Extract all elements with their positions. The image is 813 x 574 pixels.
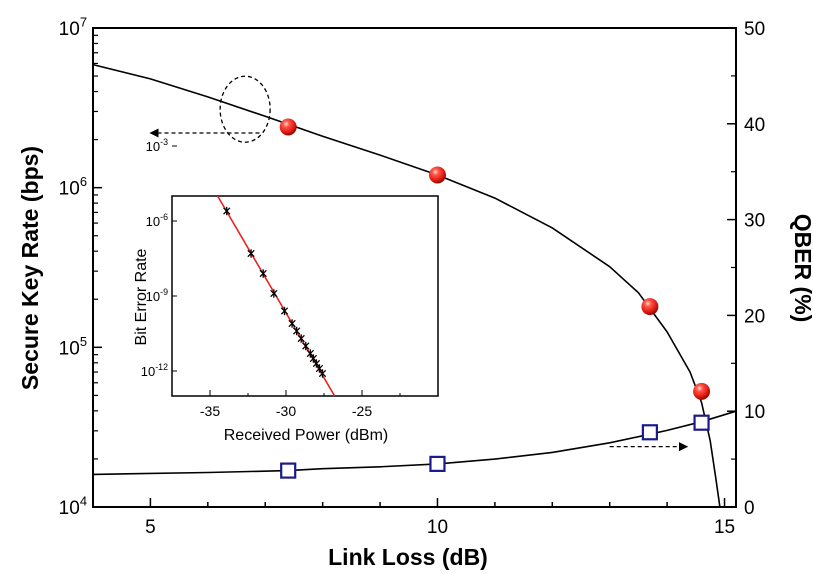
inset-axis-tick-labels: -35 -30 -25 10-3 10-6 10-9 10-12 (141, 137, 373, 419)
qber-point (280, 462, 297, 479)
right-tick-label: 10 (744, 402, 765, 423)
inset-point (247, 249, 255, 258)
right-axis-title: QBER (%) (790, 214, 813, 323)
inset-point (302, 341, 310, 351)
inset-point (318, 369, 327, 378)
x-tick-label: 10 (427, 517, 448, 538)
annotations (149, 75, 689, 452)
inset-axis-ticks (171, 145, 439, 396)
inset-y-tick-label: 10-6 (146, 212, 168, 229)
right-tick-label: 40 (744, 115, 765, 136)
inset-data-points (223, 206, 327, 378)
inset-y-tick-label: 10-12 (141, 362, 168, 379)
left-axis-title: Secure Key Rate (bps) (17, 146, 43, 390)
qber-point (641, 424, 658, 441)
inset-point (292, 326, 301, 336)
left-tick-label: 105 (59, 334, 87, 360)
inset-point (280, 306, 289, 316)
inset-point (270, 289, 278, 298)
right-tick-label: 0 (744, 498, 755, 519)
left-tick-label: 104 (59, 493, 87, 519)
right-tick-label: 30 (744, 211, 765, 232)
inset-x-axis-title: Received Power (dBm) (224, 427, 389, 444)
dashed-ellipse (219, 75, 271, 143)
main-axis-tick-labels: 5 10 15 104 105 106 107 0 10 20 30 40 50 (59, 14, 765, 538)
inset-y-tick-label: 10-9 (146, 287, 168, 304)
qber-point (693, 414, 710, 431)
x-tick-label: 15 (714, 517, 735, 538)
inset-x-tick-label: -35 (200, 403, 220, 419)
inset-y-tick-label: 10-3 (146, 137, 168, 154)
right-tick-label: 50 (744, 19, 765, 40)
inset-point (297, 334, 305, 343)
inset-chart: -35 -30 -25 10-3 10-6 10-9 10-12 Received Powe… (133, 137, 439, 444)
inset-point (288, 319, 296, 328)
x-axis-title: Link Loss (dB) (328, 544, 488, 570)
left-tick-label: 106 (59, 174, 87, 200)
key-rate-point (279, 118, 297, 136)
main-axis-ticks (92, 27, 736, 508)
inset-point (259, 269, 267, 278)
inset-x-tick-label: -25 (352, 403, 372, 419)
key-rate-point (641, 298, 659, 316)
key-rate-point (693, 382, 711, 400)
main-markers (279, 118, 711, 479)
inset-point (223, 206, 231, 216)
x-tick-label: 5 (145, 517, 156, 538)
key-rate-point (428, 166, 446, 184)
inset-plot-area (171, 195, 439, 397)
right-tick-label: 20 (744, 306, 765, 327)
inset-x-tick-label: -30 (276, 403, 296, 419)
inset-y-axis-title: Bit Error Rate (133, 248, 150, 345)
left-tick-label: 107 (59, 14, 87, 40)
qber-point (429, 455, 446, 472)
